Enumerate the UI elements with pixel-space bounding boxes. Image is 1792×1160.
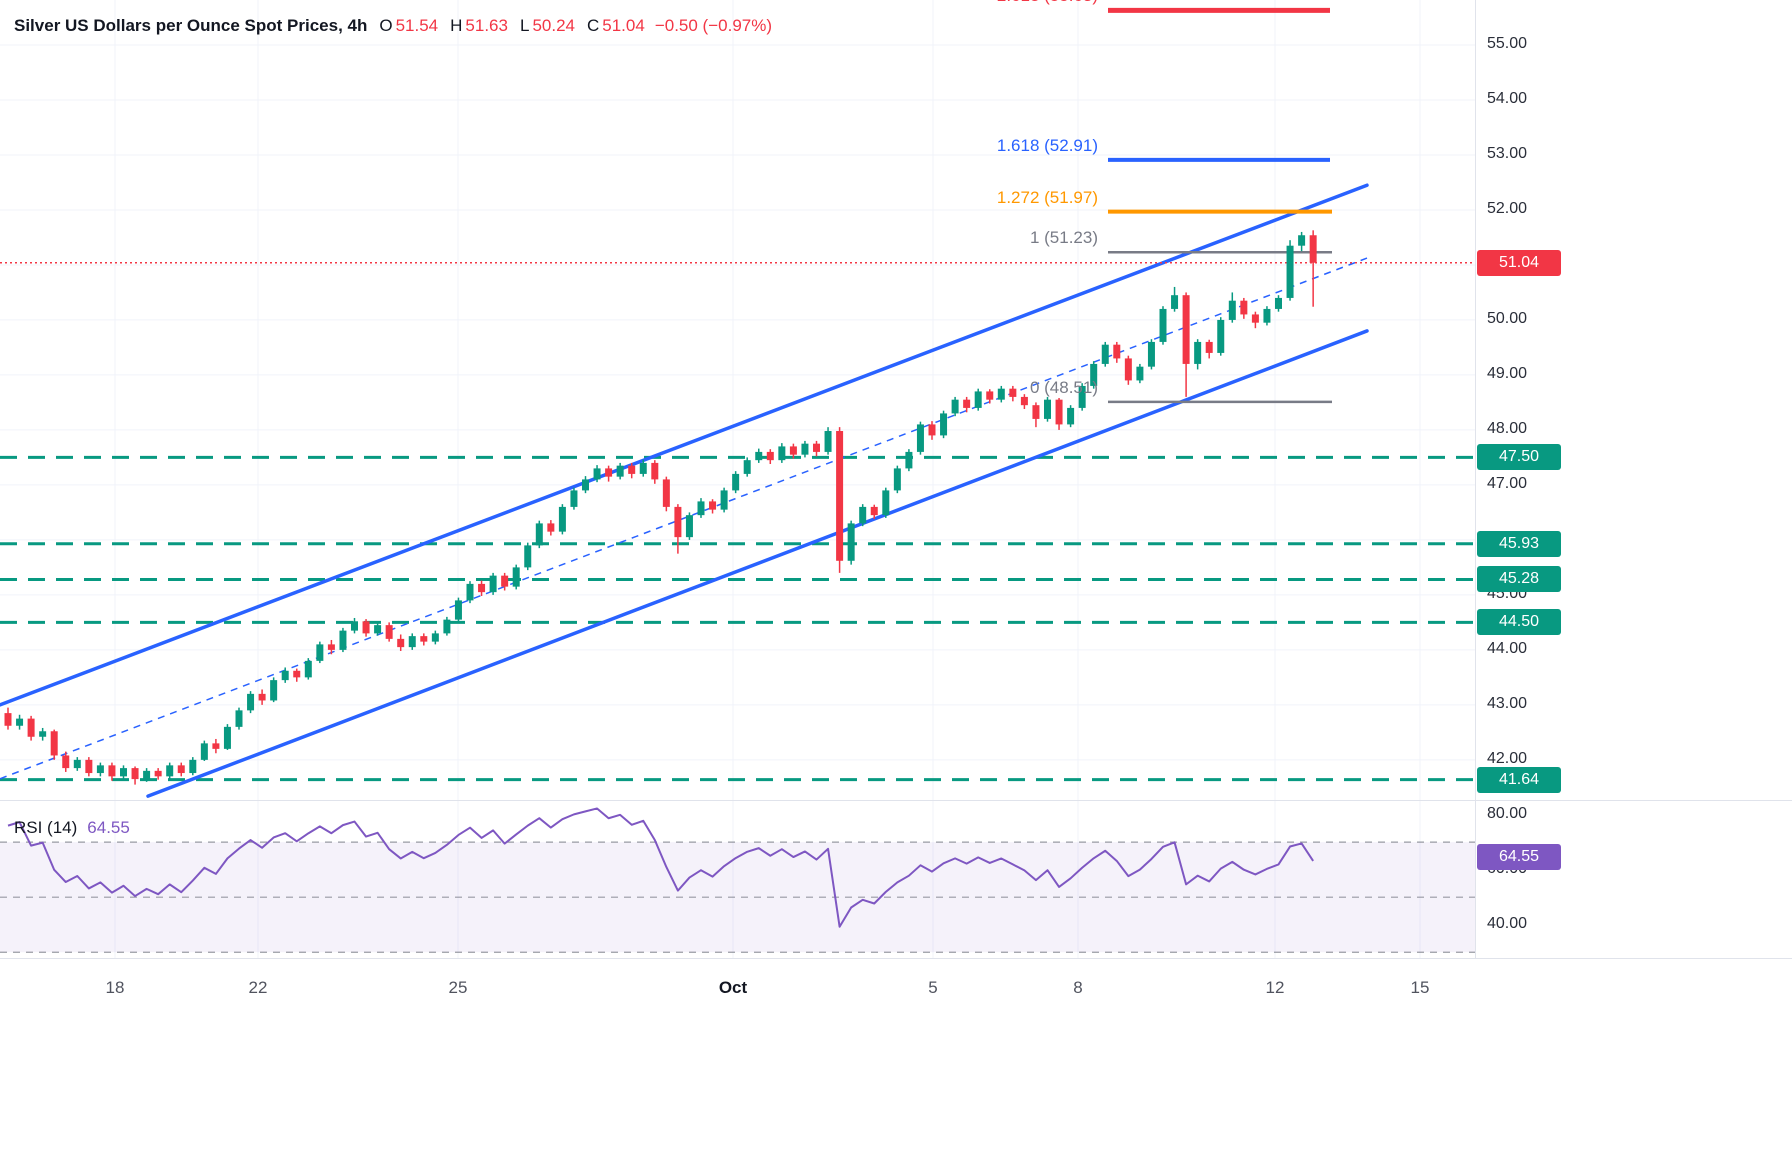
price-tick-label: 53.00: [1487, 144, 1528, 162]
fib-level-label: 1 (51.23): [1029, 228, 1098, 248]
fib-level-label: 0 (48.51): [1029, 377, 1098, 397]
price-tick-label: 50.00: [1487, 309, 1528, 327]
price-tick-label: 48.00: [1487, 419, 1528, 437]
last-price-badge: 51.04: [1477, 249, 1561, 276]
time-tick-label: 18: [105, 978, 125, 997]
price-tick-label: 55.00: [1487, 34, 1528, 52]
fib-level-label: 1.618 (52.91): [996, 135, 1098, 155]
high-label: H: [450, 16, 463, 35]
time-tick-label: 12: [1265, 978, 1285, 997]
price-level-badge: 45.28: [1477, 566, 1561, 593]
close-value: 51.04: [602, 16, 645, 35]
price-tick-label: 43.00: [1487, 694, 1528, 712]
rsi-label: RSI (14): [14, 818, 78, 837]
open-value: 51.54: [395, 16, 439, 35]
price-level-badge: 41.64: [1477, 766, 1561, 793]
open-label: O: [379, 16, 393, 35]
rsi-tick-label: 40.00: [1487, 914, 1528, 932]
rsi-tick-label: 80.00: [1487, 804, 1528, 822]
price-level-badge: 45.93: [1477, 530, 1561, 557]
high-value: 51.63: [465, 16, 508, 35]
low-value: 50.24: [532, 16, 575, 35]
change-value: −0.50 (−0.97%): [654, 16, 773, 35]
price-tick-label: 49.00: [1487, 364, 1528, 382]
rsi-value-badge: 64.55: [1477, 844, 1561, 871]
low-label: L: [519, 16, 530, 35]
price-tick-label: 47.00: [1487, 474, 1528, 492]
time-tick-label: 22: [248, 978, 268, 997]
time-tick-label: Oct: [718, 978, 748, 997]
time-tick-label: 25: [448, 978, 468, 997]
price-tick-label: 44.00: [1487, 639, 1528, 657]
close-label: C: [586, 16, 600, 35]
rsi-legend[interactable]: RSI (14) 64.55: [14, 818, 130, 838]
price-tick-label: 54.00: [1487, 89, 1528, 107]
time-tick-label: 5: [928, 978, 938, 997]
symbol-title: Silver US Dollars per Ounce Spot Prices,…: [14, 16, 368, 35]
price-tick-label: 52.00: [1487, 199, 1528, 217]
fib-level-label: 2.618 (55.63): [778, 0, 1098, 6]
fib-level-label: 1.272 (51.97): [996, 187, 1098, 207]
time-tick-label: 15: [1410, 978, 1430, 997]
price-tick-label: 42.00: [1487, 749, 1528, 767]
price-level-badge: 47.50: [1477, 444, 1561, 471]
time-tick-label: 8: [1073, 978, 1083, 997]
symbol-legend[interactable]: Silver US Dollars per Ounce Spot Prices,…: [14, 16, 772, 36]
price-level-badge: 44.50: [1477, 609, 1561, 636]
rsi-value: 64.55: [87, 818, 130, 837]
